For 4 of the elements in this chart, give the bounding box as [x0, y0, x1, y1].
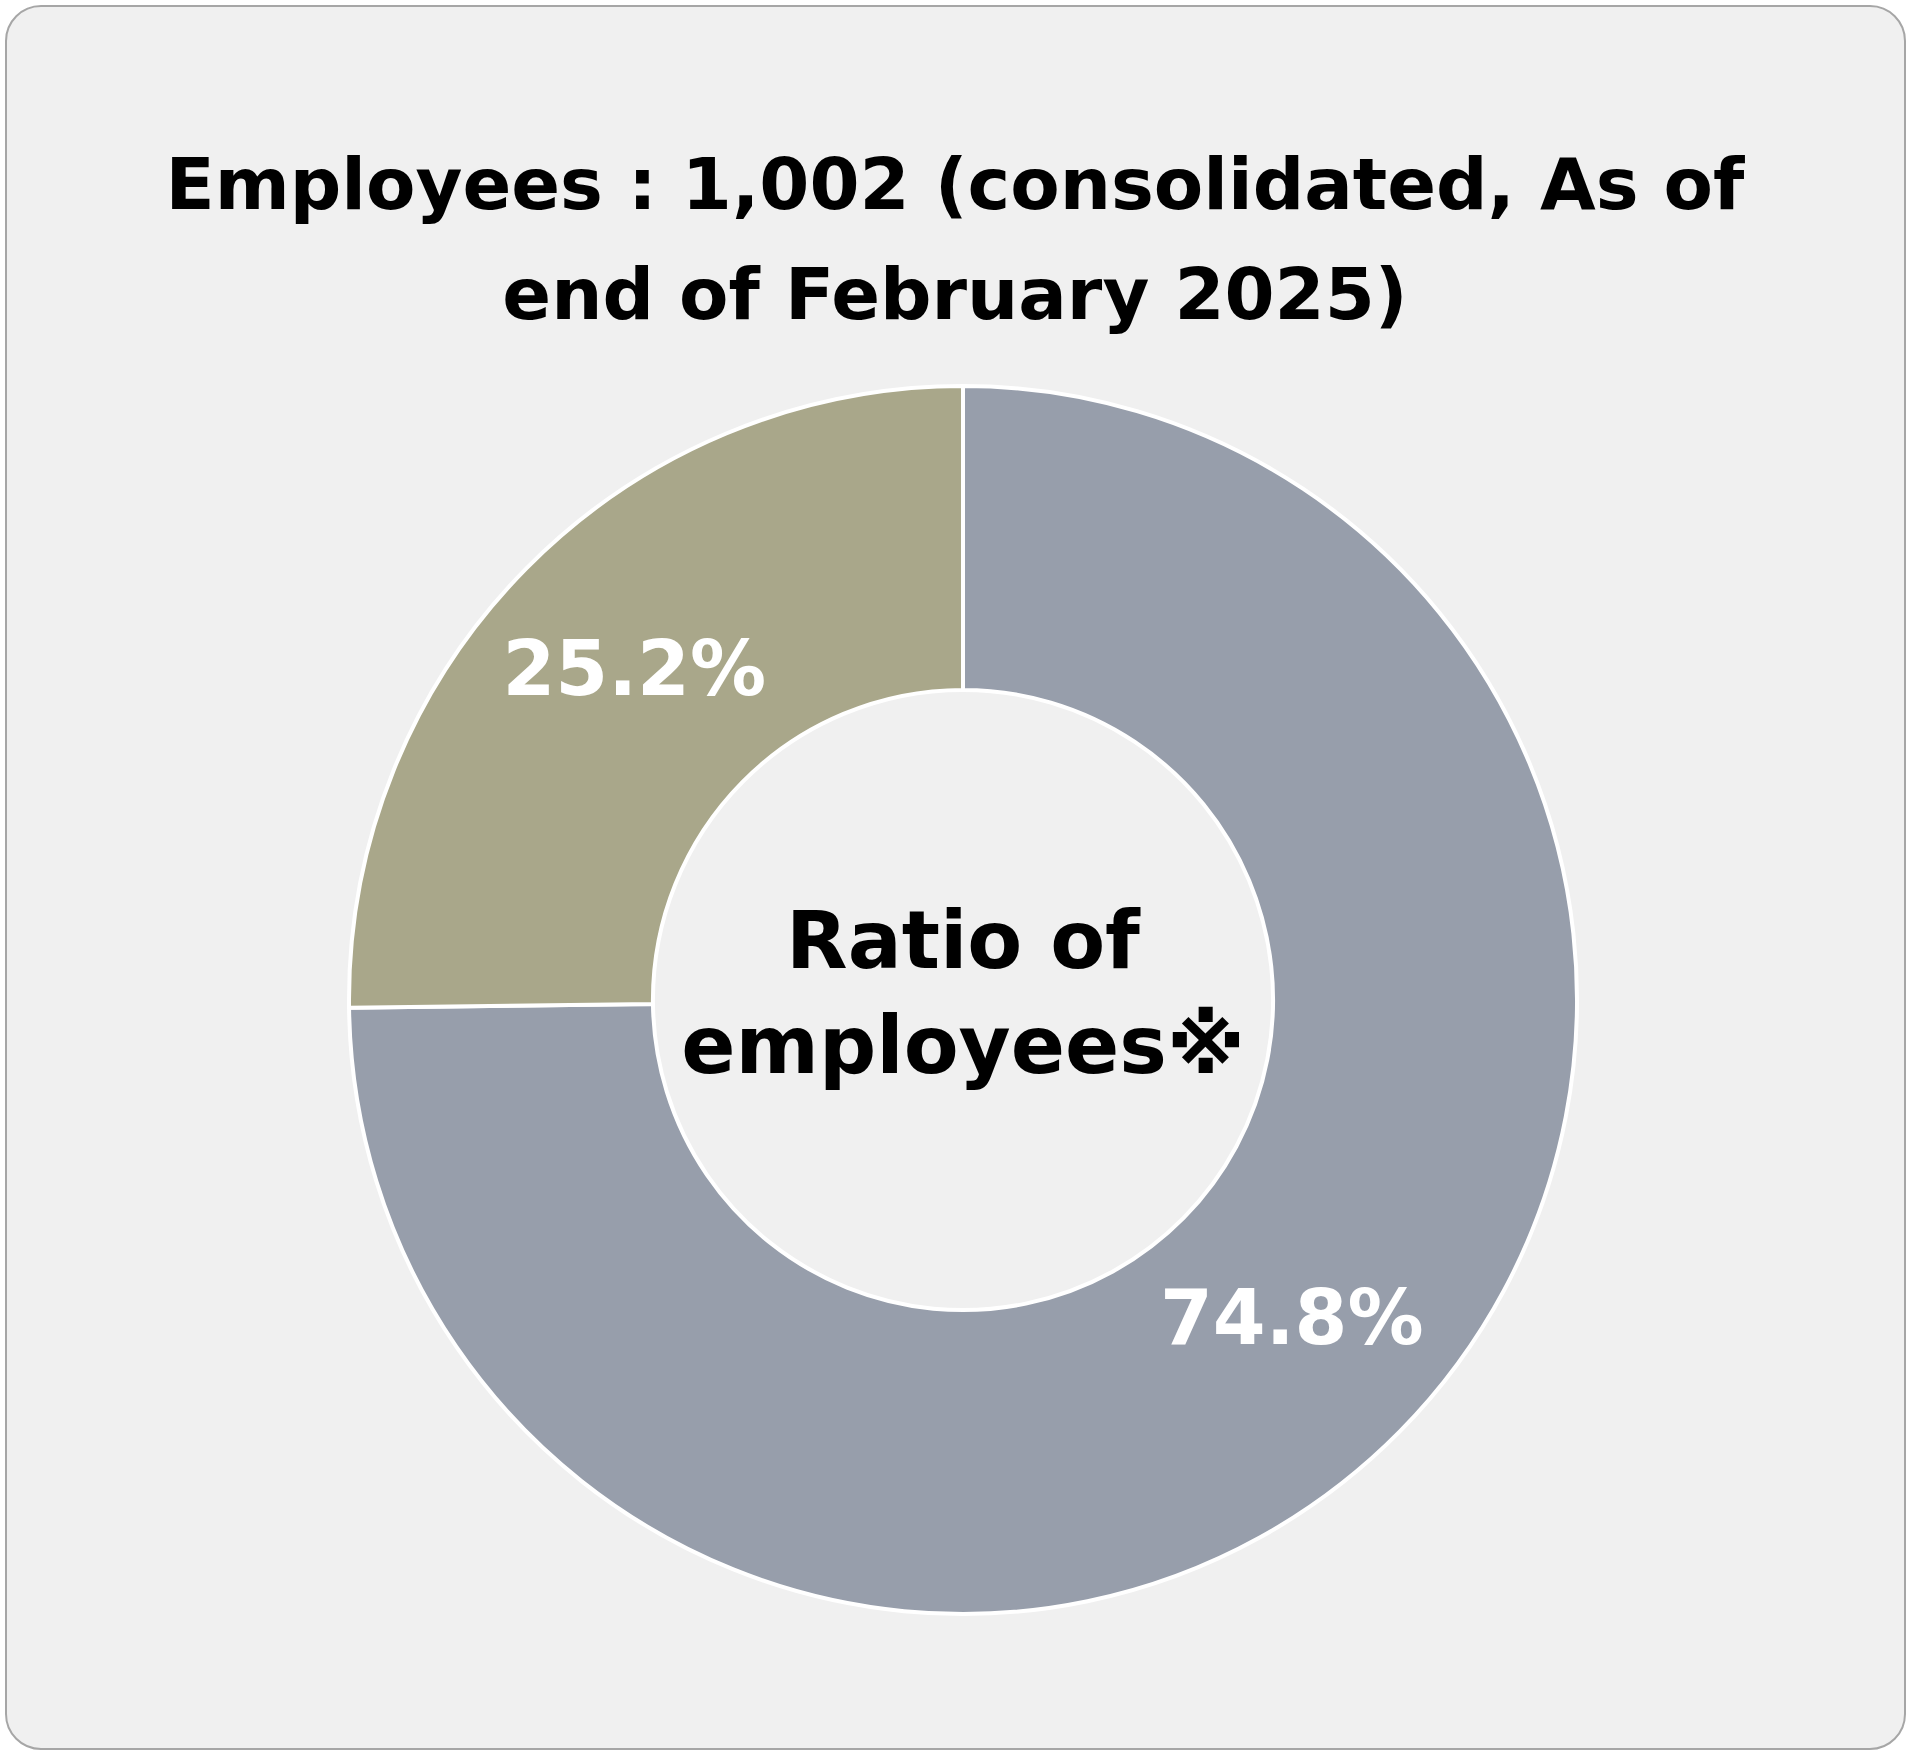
- data-label: 74.8%: [1159, 1273, 1424, 1363]
- data-label: 25.2%: [502, 624, 767, 714]
- text: Ratio of employees※: [681, 894, 1245, 1093]
- chart-title: Employees : 1,002 (consolidated, As of end of February 2025): [165, 141, 1746, 336]
